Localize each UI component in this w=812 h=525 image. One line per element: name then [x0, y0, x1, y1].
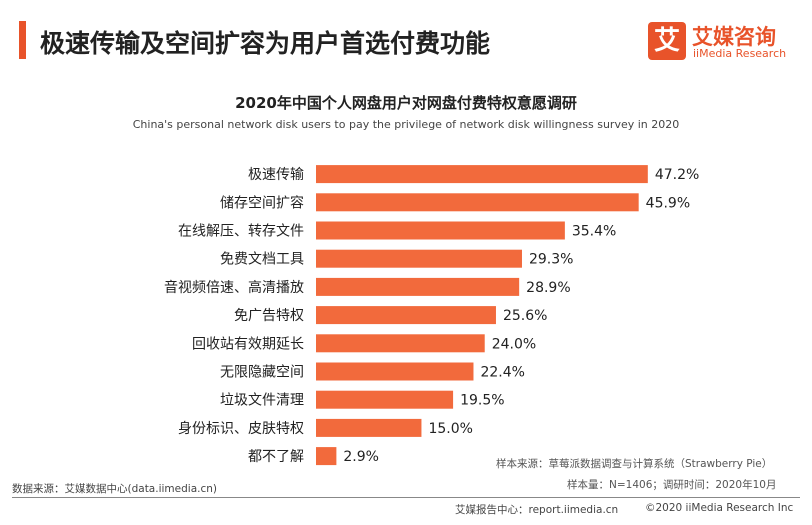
logo-name-en: iiMedia Research	[693, 47, 787, 60]
bar	[316, 362, 474, 381]
category-label: 无限隐藏空间	[220, 365, 304, 381]
value-label: 2.9%	[343, 449, 379, 465]
bar	[316, 249, 522, 268]
bar	[316, 390, 454, 409]
footer-divider	[12, 497, 800, 498]
value-label: 47.2%	[655, 167, 699, 183]
value-label: 25.6%	[503, 308, 547, 324]
bar	[316, 277, 520, 296]
bar	[316, 165, 648, 184]
bar	[316, 306, 496, 325]
value-label: 28.9%	[526, 280, 570, 296]
bar	[316, 334, 485, 353]
value-label: 35.4%	[572, 224, 616, 240]
value-label: 19.5%	[460, 393, 504, 409]
logo-name-cn: 艾媒咨询	[692, 25, 776, 49]
chart-subtitle: China's personal network disk users to p…	[132, 118, 680, 131]
bar	[316, 193, 639, 212]
report-center-link[interactable]: 艾媒报告中心：report.iimedia.cn	[455, 504, 619, 516]
value-label: 24.0%	[492, 336, 536, 352]
category-label: 免费文档工具	[220, 252, 304, 268]
category-label: 免广告特权	[234, 308, 304, 324]
bar	[316, 221, 565, 240]
category-label: 极速传输	[248, 167, 304, 183]
copyright: ©2020 iiMedia Research Inc	[645, 502, 794, 514]
data-source: 数据来源：艾媒数据中心(data.iimedia.cn)	[12, 483, 217, 495]
value-label: 45.9%	[646, 195, 690, 211]
bar	[316, 418, 422, 437]
chart-title: 2020年中国个人网盘用户对网盘付费特权意愿调研	[235, 94, 577, 112]
value-label: 22.4%	[480, 365, 524, 381]
category-label: 都不了解	[248, 449, 304, 465]
category-label: 在线解压、转存文件	[178, 224, 304, 240]
value-label: 15.0%	[428, 421, 472, 437]
sample-size-note: 样本量：N=1406；调研时间：2020年10月	[567, 479, 777, 491]
bar-chart: 极速传输 47.2% 储存空间扩容 45.9% 在线解压、转存文件 35.4% 免费文档工具…	[164, 165, 699, 466]
value-label: 29.3%	[529, 252, 573, 268]
bar	[316, 447, 337, 466]
title-accent-bar	[19, 21, 26, 59]
category-label: 回收站有效期延长	[192, 336, 304, 352]
category-label: 音视频倍速、高清播放	[164, 279, 304, 296]
category-label: 身份标识、皮肤特权	[178, 421, 304, 437]
sample-source-note: 样本来源：草莓派数据调查与计算系统（Strawberry Pie）	[496, 458, 773, 470]
page-title: 极速传输及空间扩容为用户首选付费功能	[40, 29, 491, 58]
category-label: 储存空间扩容	[220, 194, 304, 211]
logo-mark: 艾	[648, 22, 686, 60]
logo: 艾 艾媒咨询 iiMedia Research	[648, 22, 798, 64]
category-label: 垃圾文件清理	[220, 393, 304, 409]
